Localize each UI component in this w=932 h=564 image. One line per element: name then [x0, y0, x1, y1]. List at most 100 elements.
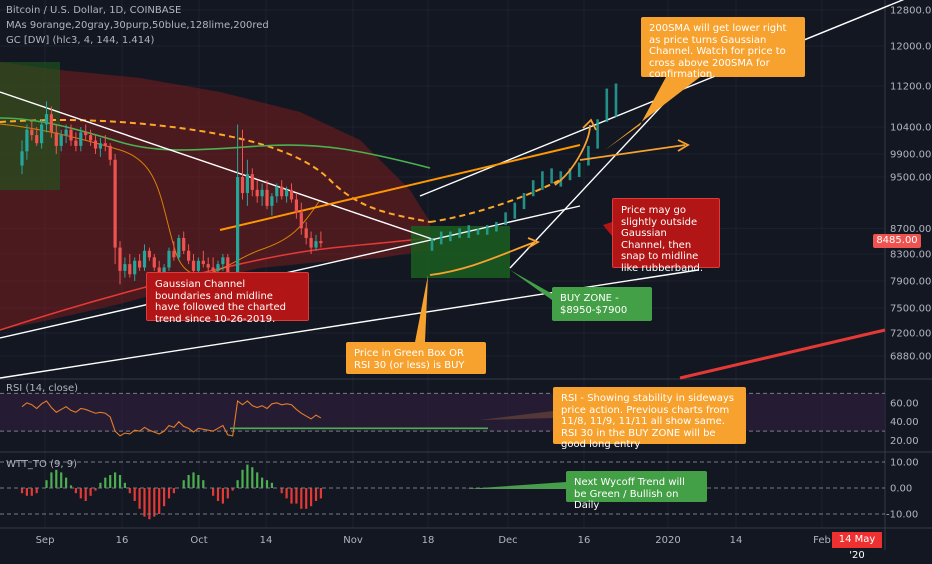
- projected-candle: [568, 168, 572, 181]
- price-candles: [20, 101, 323, 321]
- candle-body: [79, 132, 83, 146]
- projected-candle: [605, 88, 609, 122]
- projected-candle: [596, 119, 599, 149]
- wyckoff-callout[interactable]: Next Wycoff Trend will be Green / Bullis…: [566, 471, 707, 511]
- candle-body: [280, 186, 284, 197]
- rsi-band-fill: [0, 393, 885, 432]
- projected-candle: [430, 237, 434, 251]
- projected-candle: [587, 145, 590, 166]
- candle-body: [20, 151, 24, 166]
- candle-body: [314, 241, 318, 248]
- axes: 12800.00 12000.00 11200.00 10400.00 9900.00 9…: [36, 6, 932, 547]
- candle-body: [89, 135, 93, 141]
- candle-body: [59, 135, 63, 146]
- candle-body: [30, 129, 34, 136]
- projected-candle: [449, 231, 452, 242]
- trading-chart[interactable]: 12800.00 12000.00 11200.00 10400.00 9900.00 9…: [0, 0, 932, 550]
- orange-trendline: [219, 144, 581, 231]
- outside-callout-pointer: [603, 222, 612, 236]
- rsi-tick-label: 60.00: [890, 398, 919, 409]
- projected-candle: [522, 193, 526, 210]
- candle-body: [138, 260, 142, 268]
- x-tick-label: 14: [730, 535, 743, 546]
- date-tag: 14 May '20: [832, 532, 882, 561]
- candle-body: [236, 177, 240, 313]
- candle-body: [118, 247, 122, 271]
- candle-body: [49, 114, 53, 133]
- projected-candle: [485, 225, 489, 235]
- projected-candle: [458, 228, 461, 238]
- x-tick-label: Oct: [190, 535, 207, 546]
- candle-body: [265, 189, 269, 206]
- wtt-tick-label: 0.00: [890, 484, 912, 495]
- projected-candle: [495, 221, 498, 232]
- arrow-price-path: [429, 241, 536, 276]
- candle-body: [98, 143, 102, 149]
- x-tick-label: 16: [116, 535, 129, 546]
- projected-candle: [614, 83, 618, 117]
- projected-candle: [504, 212, 507, 226]
- candle-body: [206, 264, 210, 268]
- candle-body: [54, 132, 58, 146]
- candle-body: [128, 264, 132, 275]
- candle-body: [182, 237, 186, 251]
- x-tick-label: 14: [260, 535, 273, 546]
- ma-200-red-far: [679, 328, 886, 380]
- wtt-pane: [0, 461, 885, 520]
- x-tick-label: 2020: [655, 535, 680, 546]
- candle-body: [172, 250, 176, 258]
- candle-body: [201, 260, 205, 265]
- projected-candle: [541, 171, 544, 190]
- rsi-callout[interactable]: RSI - Showing stability in sideways pric…: [553, 387, 746, 450]
- candle-body: [216, 264, 220, 271]
- candle-body: [289, 189, 294, 200]
- candle-body: [25, 129, 29, 152]
- ma-200-red: [0, 237, 431, 331]
- x-tick-label: Feb: [813, 535, 831, 546]
- projected-candle: [467, 225, 471, 238]
- candle-body: [74, 140, 78, 146]
- candle-body: [255, 189, 259, 197]
- projected-candles: [430, 83, 618, 251]
- candle-body: [69, 129, 73, 141]
- arrow-projection: [554, 124, 591, 186]
- candle-body: [250, 174, 254, 190]
- y-tick-label: 9500.00: [890, 173, 931, 184]
- y-tick-label: 12000.00: [890, 42, 932, 53]
- ma-legend: MAs 9orange,20gray,30purp,50blue,128lime…: [6, 20, 269, 31]
- candle-body: [221, 257, 225, 265]
- gc-legend: GC [DW] (hlc3, 4, 144, 1.414): [6, 35, 155, 46]
- green-band: [0, 62, 60, 190]
- arrow-head: [527, 237, 541, 249]
- rsi-tick-label: 40.00: [890, 417, 919, 428]
- candle-body: [285, 189, 289, 197]
- buy-zone-callout[interactable]: BUY ZONE - $8950-$7900: [552, 287, 652, 321]
- candle-body: [142, 250, 147, 268]
- wyckoff-callout-pointer: [465, 482, 566, 489]
- candle-body: [167, 250, 171, 268]
- y-tick-label: 7200.00: [890, 329, 931, 340]
- arrow-head: [677, 139, 690, 152]
- outside-channel-callout[interactable]: Price may go slightly outside Gaussian C…: [612, 198, 720, 274]
- candle-body: [84, 132, 88, 136]
- candle-body: [260, 189, 264, 197]
- rsi-tick-label: 20.00: [890, 436, 919, 447]
- arrow-head: [582, 118, 597, 131]
- y-tick-label: 6880.00: [890, 352, 931, 363]
- x-tick-label: Nov: [343, 535, 363, 546]
- gaussian-callout[interactable]: Gaussian Channel boundaries and midline …: [146, 272, 309, 325]
- candle-body: [319, 241, 323, 244]
- green-box-callout[interactable]: Price in Green Box OR RSI 30 (or less) i…: [346, 342, 486, 374]
- candle-body: [93, 140, 98, 149]
- candle-body: [103, 143, 107, 146]
- candle-body: [304, 228, 308, 238]
- candle-body: [147, 250, 151, 258]
- projected-candle: [577, 162, 581, 177]
- y-tick-label: 12800.00: [890, 6, 932, 17]
- rsi-line: [21, 399, 322, 437]
- candle-body: [309, 237, 313, 248]
- candle-body: [191, 260, 196, 271]
- y-tick-label: 7900.00: [890, 277, 931, 288]
- sma-callout[interactable]: 200SMA will get lower right as price tur…: [641, 17, 805, 80]
- y-tick-label: 10400.00: [890, 123, 932, 134]
